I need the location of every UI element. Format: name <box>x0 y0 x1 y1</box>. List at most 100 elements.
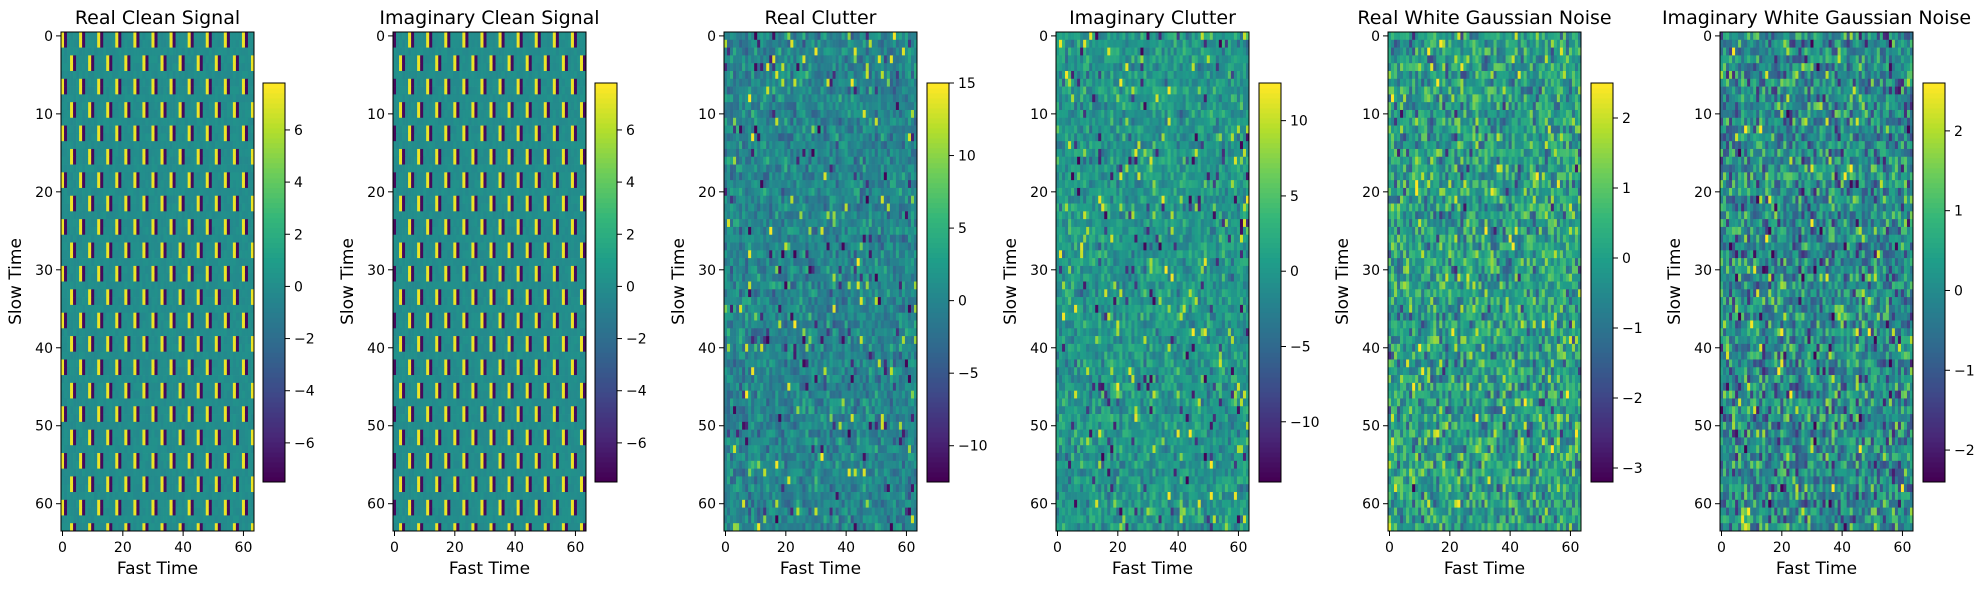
heatmap-cell <box>574 32 577 40</box>
heatmap-cell <box>79 211 82 219</box>
heatmap-cell <box>85 484 88 492</box>
heatmap-cell <box>242 352 245 360</box>
heatmap-cell <box>103 141 106 149</box>
heatmap-cell <box>417 48 420 56</box>
heatmap-cell <box>432 55 435 63</box>
heatmap-cell <box>106 461 109 469</box>
heatmap-cell <box>130 484 133 492</box>
heatmap-cell <box>248 165 251 173</box>
heatmap-cell <box>185 258 188 266</box>
heatmap-cell <box>239 204 242 212</box>
heatmap-cell <box>191 297 194 305</box>
heatmap-cell <box>136 87 139 95</box>
heatmap-cell <box>194 258 197 266</box>
heatmap-cell <box>197 515 200 523</box>
heatmap-cell <box>396 102 399 110</box>
heatmap-cell <box>408 110 411 118</box>
heatmap-cell <box>490 118 493 126</box>
heatmap-cell <box>483 118 486 126</box>
heatmap-cell <box>124 274 127 282</box>
heatmap-cell <box>91 63 94 71</box>
heatmap-cell <box>577 71 580 79</box>
heatmap-cell <box>170 359 173 367</box>
heatmap-cell <box>212 352 215 360</box>
heatmap-cell <box>154 422 157 430</box>
heatmap-cell <box>79 453 82 461</box>
heatmap-cell <box>173 305 176 313</box>
heatmap-cell <box>218 414 221 422</box>
heatmap-cell <box>493 102 496 110</box>
heatmap-cell <box>179 437 182 445</box>
heatmap-cell <box>444 63 447 71</box>
heatmap-cell <box>511 102 514 110</box>
heatmap-cell <box>541 110 544 118</box>
heatmap-cell <box>197 274 200 282</box>
colorbar-segment <box>263 342 285 347</box>
heatmap-cell <box>61 508 64 516</box>
heatmap-cell <box>173 227 176 235</box>
heatmap-cell <box>239 180 242 188</box>
heatmap-cell <box>170 282 173 290</box>
heatmap-cell <box>161 32 164 40</box>
heatmap-cell <box>127 165 130 173</box>
heatmap-cell <box>148 243 151 251</box>
heatmap-cell <box>188 141 191 149</box>
heatmap-cell <box>97 165 100 173</box>
heatmap-cell <box>115 196 118 204</box>
heatmap-cell <box>230 367 233 375</box>
heatmap-cell <box>242 406 245 414</box>
heatmap-cell <box>133 71 136 79</box>
heatmap-cell <box>88 297 91 305</box>
heatmap-cell <box>233 133 236 141</box>
heatmap-cell <box>64 383 67 391</box>
heatmap-cell <box>212 250 215 258</box>
heatmap-cell <box>233 172 236 180</box>
heatmap-cell <box>206 118 209 126</box>
heatmap-cell <box>76 118 79 126</box>
heatmap-cell <box>154 352 157 360</box>
heatmap-cell <box>151 266 154 274</box>
heatmap-cell <box>191 320 194 328</box>
heatmap-cell <box>227 492 230 500</box>
heatmap-cell <box>538 48 541 56</box>
heatmap-cell <box>136 336 139 344</box>
heatmap-cell <box>151 476 154 484</box>
heatmap-cell <box>218 422 221 430</box>
heatmap-cell <box>221 484 224 492</box>
heatmap-cell <box>511 110 514 118</box>
heatmap-cell <box>212 344 215 352</box>
heatmap-cell <box>227 391 230 399</box>
colorbar-segment <box>263 258 285 263</box>
heatmap-cell <box>94 55 97 63</box>
heatmap-cell <box>417 63 420 71</box>
heatmap-cell <box>435 102 438 110</box>
heatmap-cell <box>173 250 176 258</box>
heatmap-cell <box>97 297 100 305</box>
heatmap-cell <box>82 188 85 196</box>
heatmap-cell <box>109 79 112 87</box>
heatmap-cell <box>417 102 420 110</box>
heatmap-cell <box>97 515 100 523</box>
heatmap-cell <box>164 266 167 274</box>
heatmap-cell <box>459 87 462 95</box>
heatmap-cell <box>94 227 97 235</box>
heatmap-cell <box>179 141 182 149</box>
heatmap-cell <box>185 165 188 173</box>
heatmap-cell <box>230 63 233 71</box>
heatmap-cell <box>230 227 233 235</box>
heatmap-cell <box>224 375 227 383</box>
heatmap-cell <box>568 110 571 118</box>
heatmap-cell <box>91 500 94 508</box>
colorbar-segment <box>263 213 285 218</box>
heatmap-cell <box>158 476 161 484</box>
heatmap-cell <box>197 313 200 321</box>
heatmap-cell <box>185 282 188 290</box>
heatmap-cell <box>109 398 112 406</box>
colorbar-segment <box>263 462 285 467</box>
heatmap-cell <box>88 305 91 313</box>
heatmap-cell <box>97 196 100 204</box>
heatmap-cell <box>148 476 151 484</box>
heatmap-cell <box>151 87 154 95</box>
heatmap-cell <box>127 196 130 204</box>
heatmap-cell <box>197 406 200 414</box>
